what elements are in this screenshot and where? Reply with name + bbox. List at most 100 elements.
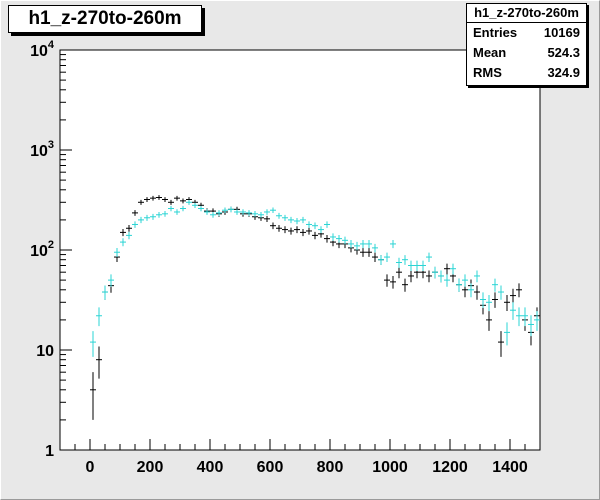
data-point xyxy=(510,302,516,320)
data-point xyxy=(474,270,480,283)
data-point xyxy=(210,211,216,218)
data-point xyxy=(438,270,444,283)
data-point xyxy=(342,236,348,245)
data-point xyxy=(390,240,396,249)
data-point xyxy=(372,243,378,253)
data-point xyxy=(126,224,132,232)
stats-value: 324.9 xyxy=(547,65,580,80)
data-point xyxy=(198,205,204,212)
y-tick-label: 103 xyxy=(30,139,54,160)
data-point xyxy=(474,285,480,300)
stats-box: h1_z-270to-260m Entries 10169 Mean 524.3… xyxy=(466,3,587,86)
data-point xyxy=(486,295,492,312)
histogram-title: h1_z-270to-260m xyxy=(8,5,202,33)
data-point xyxy=(246,210,252,216)
data-point xyxy=(414,260,420,272)
data-point xyxy=(294,226,300,234)
stats-row-mean: Mean 524.3 xyxy=(467,43,586,63)
data-point xyxy=(498,331,504,357)
series-1 xyxy=(90,199,540,357)
data-point xyxy=(528,315,534,337)
data-point xyxy=(306,221,312,228)
data-point xyxy=(348,240,354,249)
data-point xyxy=(522,307,528,327)
data-point xyxy=(294,217,300,225)
data-point xyxy=(264,215,270,222)
data-point xyxy=(312,231,318,240)
data-point xyxy=(234,209,240,215)
data-point xyxy=(426,270,432,283)
data-point xyxy=(222,207,228,214)
data-point xyxy=(204,209,210,215)
data-point xyxy=(384,274,390,287)
data-point xyxy=(510,288,516,304)
data-point xyxy=(300,216,306,224)
data-point xyxy=(180,205,186,212)
data-point xyxy=(312,222,318,230)
data-point xyxy=(156,211,162,218)
data-point xyxy=(180,198,186,204)
data-point xyxy=(126,231,132,240)
data-point xyxy=(288,227,294,235)
data-point xyxy=(216,210,222,216)
data-point xyxy=(372,252,378,263)
stats-row-entries: Entries 10169 xyxy=(467,23,586,43)
data-point xyxy=(504,322,510,346)
data-point xyxy=(432,266,438,279)
y-tick-label: 102 xyxy=(30,239,54,260)
data-point xyxy=(462,274,468,287)
data-point xyxy=(96,346,102,379)
data-point xyxy=(108,274,114,287)
data-point xyxy=(498,285,504,300)
data-point xyxy=(102,285,108,300)
data-point xyxy=(90,372,96,420)
data-point xyxy=(150,213,156,220)
data-point xyxy=(516,307,522,327)
data-point xyxy=(486,311,492,331)
data-point xyxy=(228,206,234,213)
data-point xyxy=(168,205,174,212)
data-point xyxy=(150,195,156,201)
data-point xyxy=(516,283,522,298)
data-point xyxy=(468,283,474,298)
data-point xyxy=(480,292,486,308)
axes-layer: 0 200 400 600 800 1000 1200 1400 1 10 102 103 104 xyxy=(30,39,541,476)
data-point xyxy=(276,212,282,219)
stats-title: h1_z-270to-260m xyxy=(467,4,586,23)
data-point xyxy=(426,252,432,263)
data-point xyxy=(402,278,408,292)
data-point xyxy=(138,199,144,205)
data-point xyxy=(324,234,330,243)
data-point xyxy=(186,199,192,205)
data-point xyxy=(258,211,264,218)
x-tick-label: 0 xyxy=(86,459,95,476)
data-point xyxy=(360,240,366,249)
data-point xyxy=(168,199,174,205)
x-tick-label: 1400 xyxy=(492,459,528,476)
data-point xyxy=(492,292,498,308)
x-tick-label: 200 xyxy=(137,459,164,476)
data-point xyxy=(318,226,324,234)
y-tick-label: 1 xyxy=(45,443,54,460)
data-point xyxy=(270,207,276,214)
stats-label: RMS xyxy=(473,65,502,80)
data-point xyxy=(162,211,168,217)
stats-label: Entries xyxy=(473,25,518,40)
data-point xyxy=(144,214,150,221)
data-point xyxy=(162,197,168,202)
data-point xyxy=(276,224,282,232)
data-point xyxy=(378,255,384,265)
data-point xyxy=(534,311,540,331)
data-point xyxy=(324,221,330,228)
data-point xyxy=(240,209,246,215)
data-point xyxy=(114,247,120,257)
data-point xyxy=(492,278,498,292)
stats-row-rms: RMS 324.9 xyxy=(467,63,586,83)
data-point xyxy=(360,247,366,257)
data-point xyxy=(366,247,372,257)
data-point xyxy=(264,209,270,215)
stats-value: 10169 xyxy=(543,25,580,40)
data-point xyxy=(282,226,288,234)
data-point xyxy=(192,202,198,208)
data-point xyxy=(396,266,402,279)
